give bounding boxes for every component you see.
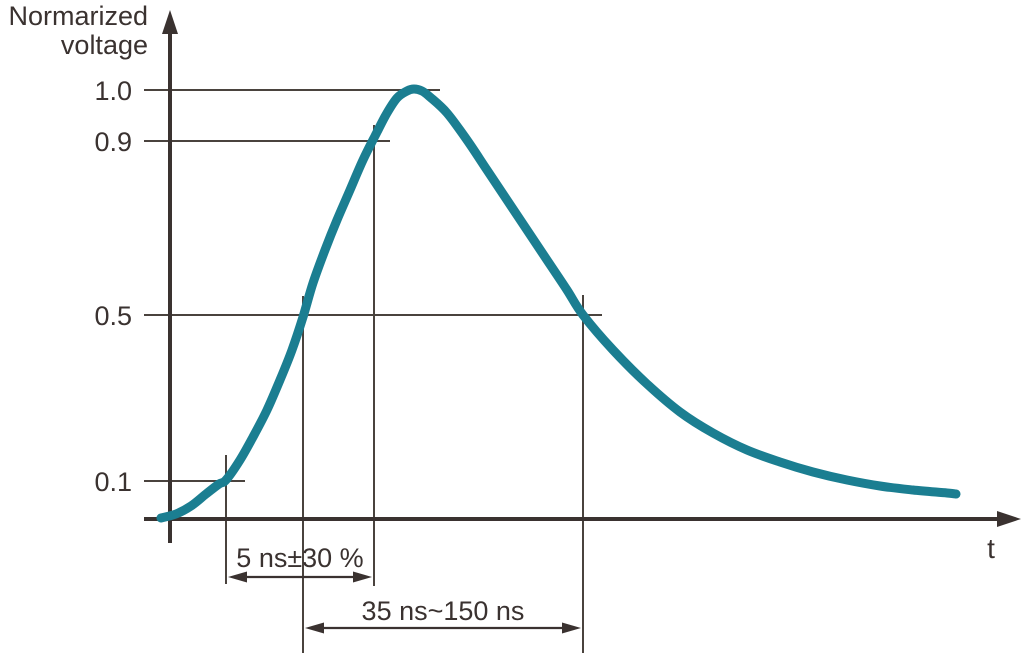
dimension-arrowhead-left-pulse-width	[305, 622, 324, 634]
y-axis-arrowhead	[162, 10, 178, 34]
rise-time-label: 5 ns±30 %	[236, 543, 363, 573]
y-tick-label-0.5: 0.5	[94, 301, 132, 331]
y-tick-label-1.0: 1.0	[94, 76, 132, 106]
y-axis-title-line2: voltage	[61, 30, 148, 60]
chart-generated-layer: 1.0 0.9 0.5 0.1 5 ns±30 % 35 ns~150 ns	[94, 10, 1021, 653]
x-axis-label: t	[987, 533, 995, 564]
y-tick-label-0.9: 0.9	[94, 127, 132, 157]
dimension-arrowhead-right-pulse-width	[562, 622, 581, 634]
dimension-arrowhead-left-rise-time	[228, 571, 247, 583]
y-axis-title-line1: Normarized	[8, 1, 148, 31]
x-axis-arrowhead	[997, 511, 1021, 527]
y-tick-label-0.1: 0.1	[94, 467, 132, 497]
waveform-curve	[156, 84, 961, 523]
pulse-width-label: 35 ns~150 ns	[362, 596, 525, 626]
dimension-arrowhead-right-rise-time	[353, 571, 372, 583]
